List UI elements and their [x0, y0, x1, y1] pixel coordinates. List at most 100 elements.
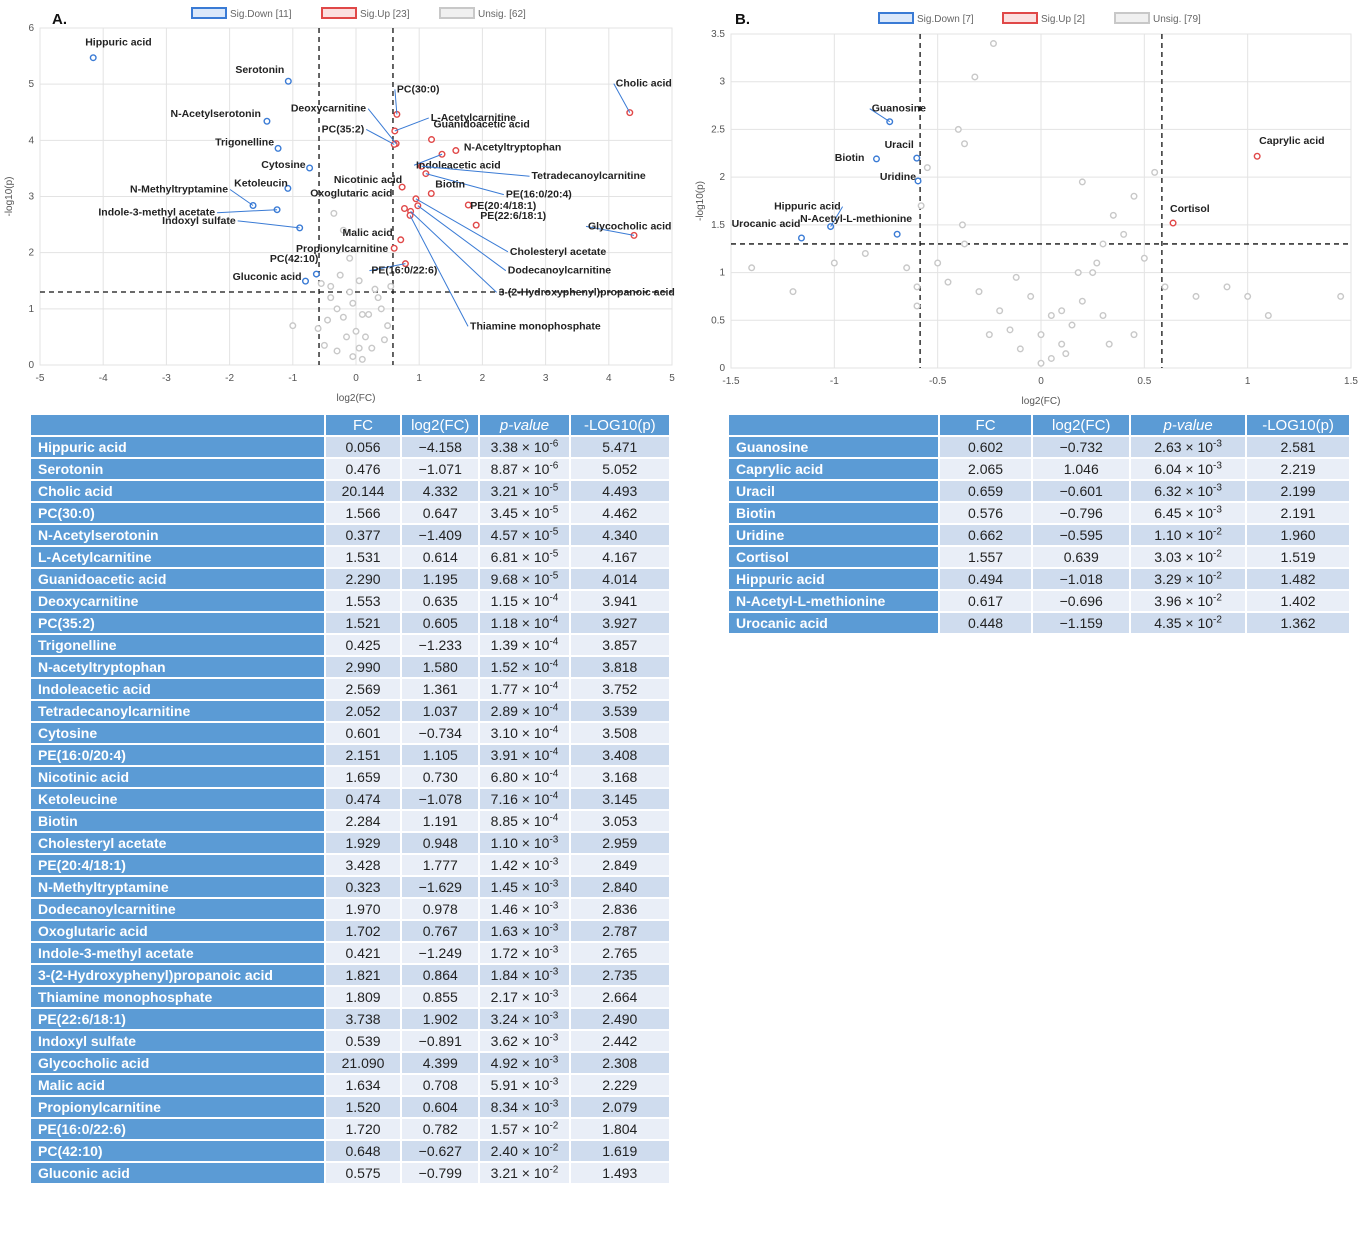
cell-fc: 1.809: [323, 985, 403, 1009]
pvalue-mantissa: 2.40 × 10: [490, 1143, 550, 1159]
cell-pvalue: 1.57 × 10-2: [478, 1117, 571, 1141]
cell-pvalue: 4.35 × 10-2: [1129, 611, 1248, 635]
cell-pvalue: 8.34 × 10-3: [478, 1095, 571, 1119]
cell-log2fc: −1.159: [1031, 611, 1132, 635]
data-point-up: [398, 183, 406, 191]
cell-fc: 0.602: [937, 435, 1034, 459]
cell-log2fc: 1.195: [400, 567, 481, 591]
point-label: L-Acetylcarnitine: [431, 112, 516, 124]
cell-fc: 1.520: [323, 1095, 403, 1119]
cell-fc: 1.929: [323, 831, 403, 855]
point-label: PE(20:4/18:1): [470, 200, 536, 212]
pvalue-exponent: -4: [549, 746, 559, 758]
point-label: Serotonin: [235, 64, 284, 76]
cell-metabolite: Malic acid: [29, 1073, 326, 1097]
cell-pvalue: 8.85 × 10-4: [478, 809, 571, 833]
point-label: Cholic acid: [616, 78, 672, 90]
point-label: 3-(2-Hydroxyphenyl)propanoic acid: [499, 286, 675, 298]
pvalue-exponent: -4: [549, 702, 559, 714]
y-tick-label: 1: [28, 304, 34, 315]
cell-metabolite: N-Acetyl-L-methionine: [727, 589, 940, 613]
pvalue-exponent: -4: [549, 812, 559, 824]
pvalue-exponent: -3: [1213, 438, 1222, 450]
data-point-unsig: [971, 73, 979, 81]
y-tick-label: 3.5: [711, 29, 725, 40]
y-tick-label: 1.5: [711, 220, 725, 231]
table-row: Ketoleucine 0.474 −1.078 7.16 × 10-4 3.145: [29, 787, 672, 811]
cell-fc: 0.474: [323, 787, 403, 811]
cell-fc: 0.476: [323, 457, 403, 481]
x-tick-label: 1: [416, 373, 422, 384]
data-point-unsig: [1006, 326, 1014, 334]
data-point-unsig: [996, 307, 1004, 315]
cell-log2fc: 0.978: [400, 897, 481, 921]
header-log2fc: log2(FC): [1031, 413, 1132, 437]
table-row: Guanosine 0.602 −0.732 2.63 × 10-3 2.581: [727, 435, 1351, 459]
cell-pvalue: 8.87 × 10-6: [478, 457, 571, 481]
pvalue-mantissa: 6.04 × 10: [1154, 461, 1214, 477]
table-row: Cholesteryl acetate 1.929 0.948 1.10 × 10-3…: [29, 831, 672, 855]
cell-log2fc: −4.158: [400, 435, 481, 459]
data-point-up: [464, 201, 472, 209]
pvalue-exponent: -3: [549, 1098, 559, 1110]
cell-log2fc: 0.855: [400, 985, 481, 1009]
cell-log10p: 2.229: [568, 1073, 672, 1097]
cell-fc: 0.494: [937, 567, 1034, 591]
cell-pvalue: 3.10 × 10-4: [478, 721, 571, 745]
x-tick-label: -1: [288, 373, 297, 384]
cell-log2fc: 1.361: [400, 677, 481, 701]
pvalue-exponent: -2: [549, 1142, 559, 1154]
table-row: Nicotinic acid 1.659 0.730 6.80 × 10-4 3.168: [29, 765, 672, 789]
point-label: Propionylcarnitine: [296, 243, 388, 255]
pvalue-mantissa: 3.21 × 10: [490, 1165, 550, 1181]
cell-pvalue: 9.68 × 10-5: [478, 567, 571, 591]
volcano-plot-b-svg: -1.5 -1 -0.5 0 0.5 1 1.5 0 0.5 1 1.5 2 2.5 3 3.5 log2(F…: [695, 11, 1358, 407]
pvalue-mantissa: 3.21 × 10: [490, 483, 550, 499]
cell-fc: 1.521: [323, 611, 403, 635]
pvalue-mantissa: 3.96 × 10: [1154, 593, 1214, 609]
cell-log10p: 3.168: [568, 765, 672, 789]
point-label: PE(22:6/18:1): [480, 210, 546, 222]
cell-log2fc: 0.605: [400, 611, 481, 635]
point-label: Guanosine: [872, 103, 926, 115]
cell-metabolite: Hippuric acid: [29, 435, 326, 459]
data-point-unsig: [1264, 312, 1272, 320]
pvalue-exponent: -2: [549, 1164, 559, 1176]
pvalue-mantissa: 5.91 × 10: [490, 1077, 550, 1093]
table-row: Tetradecanoylcarnitine 2.052 1.037 2.89 × 1…: [29, 699, 672, 723]
pvalue-exponent: -2: [1213, 614, 1222, 626]
cell-pvalue: 2.63 × 10-3: [1129, 435, 1248, 459]
pvalue-mantissa: 9.68 × 10: [490, 571, 550, 587]
cell-fc: 0.617: [937, 589, 1034, 613]
cell-log10p: 2.836: [568, 897, 672, 921]
cell-metabolite: PE(16:0/22:6): [29, 1117, 326, 1141]
y-tick-label: 0.5: [711, 315, 725, 326]
cell-metabolite: 3-(2-Hydroxyphenyl)propanoic acid: [29, 963, 326, 987]
cell-log10p: 2.735: [568, 963, 672, 987]
data-point-down: [284, 184, 292, 192]
x-tick-label: 1.5: [1344, 376, 1358, 387]
cell-pvalue: 6.45 × 10-3: [1129, 501, 1248, 525]
point-label: Hippuric acid: [85, 37, 152, 49]
data-point-up: [427, 190, 435, 198]
cell-metabolite: Ketoleucine: [29, 787, 326, 811]
cell-log10p: 4.462: [568, 501, 672, 525]
pvalue-mantissa: 7.16 × 10: [490, 791, 550, 807]
cell-log2fc: −1.409: [400, 523, 481, 547]
label-leader: [365, 128, 395, 145]
data-point-unsig: [371, 285, 379, 293]
header-fc: FC: [323, 413, 403, 437]
point-label: N-Acetyltryptophan: [464, 142, 561, 154]
pvalue-mantissa: 6.32 × 10: [1154, 483, 1214, 499]
point-label: Oxoglutaric acid: [310, 187, 392, 199]
data-point-unsig: [1037, 359, 1045, 367]
data-point-unsig: [1078, 297, 1086, 305]
y-tick-label: 5: [28, 79, 34, 90]
data-point-unsig: [975, 288, 983, 296]
x-tick-label: 5: [669, 373, 675, 384]
table-row: Dodecanoylcarnitine 1.970 0.978 1.46 × 10-3…: [29, 897, 672, 921]
table-header-row: FC log2(FC) p-value -LOG10(p): [29, 413, 672, 437]
cell-metabolite: Deoxycarnitine: [29, 589, 326, 613]
cell-log2fc: 0.782: [400, 1117, 481, 1141]
data-point-unsig: [1099, 312, 1107, 320]
